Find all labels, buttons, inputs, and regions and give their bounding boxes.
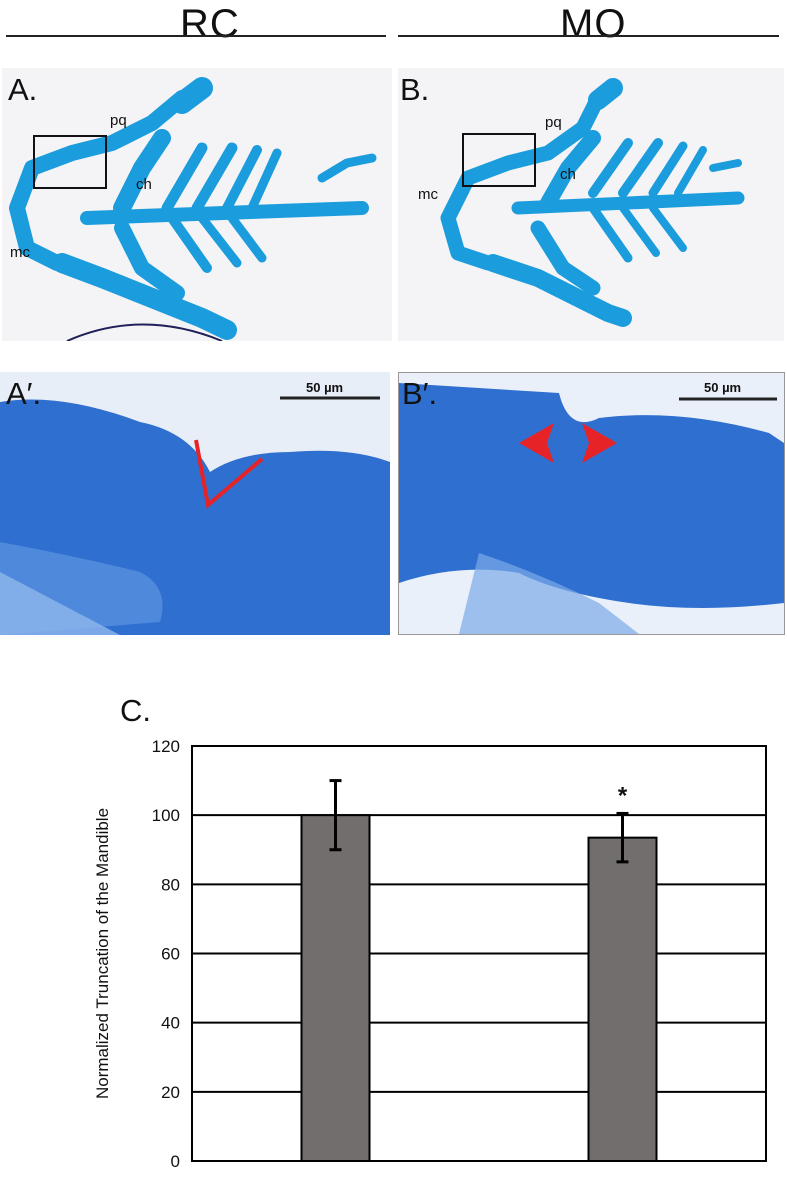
- column-header-mo: MO: [560, 2, 627, 46]
- y-tick-label: 80: [161, 875, 180, 894]
- y-tick-label: 120: [152, 737, 180, 756]
- y-tick-label: 40: [161, 1014, 180, 1033]
- label-ch-a: ch: [136, 176, 152, 193]
- panel-a-prime-letter: A′.: [6, 376, 42, 411]
- bar-chart: 020406080100120RC*MONormalized Truncatio…: [93, 737, 767, 1171]
- panel-b-prime-letter: B′.: [402, 376, 438, 411]
- scale-bar-b-prime: 50 µm: [704, 380, 742, 395]
- panel-c-letter: C.: [120, 693, 151, 728]
- bar: [587, 836, 658, 1162]
- label-ch-b: ch: [560, 166, 576, 183]
- label-pq-b: pq: [545, 114, 562, 131]
- panel-b-image: [398, 68, 784, 341]
- y-tick-label: 60: [161, 945, 180, 964]
- y-tick-label: 100: [152, 806, 180, 825]
- bar: [300, 814, 371, 1163]
- scale-bar-a-prime: 50 µm: [306, 380, 344, 395]
- panel-b-prime-image: [398, 372, 785, 635]
- label-pq-a: pq: [110, 112, 127, 129]
- column-header-rc: RC: [180, 2, 240, 46]
- significance-marker: *: [618, 782, 628, 809]
- panel-a-prime-image: [0, 372, 390, 635]
- panel-a-image: [2, 68, 392, 341]
- column-rule-right: [398, 35, 779, 37]
- label-mc-b: mc: [418, 186, 438, 203]
- panel-b-letter: B.: [400, 72, 430, 107]
- panel-a-letter: A.: [8, 72, 38, 107]
- y-tick-label: 20: [161, 1083, 180, 1102]
- label-mc-a: mc: [10, 244, 30, 261]
- y-axis-label: Normalized Truncation of the Mandible: [93, 808, 112, 1099]
- column-rule-left: [6, 35, 386, 37]
- y-tick-label: 0: [171, 1152, 180, 1171]
